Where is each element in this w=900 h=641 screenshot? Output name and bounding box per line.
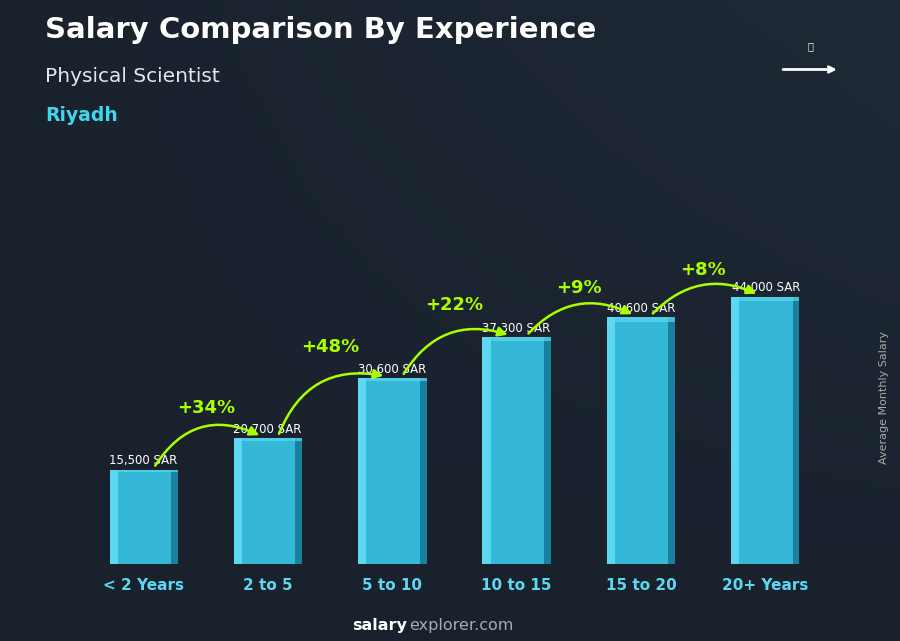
Bar [731,297,799,564]
Bar [793,297,799,564]
Text: salary: salary [352,619,407,633]
FancyArrowPatch shape [528,303,630,333]
Bar [419,378,427,564]
Bar [482,337,551,342]
FancyArrowPatch shape [155,425,256,466]
Text: 30,600 SAR: 30,600 SAR [357,363,426,376]
Bar [110,470,178,472]
Text: Riyadh: Riyadh [45,106,118,125]
Bar [171,470,178,564]
Bar [234,438,302,564]
Text: 40,600 SAR: 40,600 SAR [608,302,676,315]
Bar [607,317,675,564]
Text: 15,500 SAR: 15,500 SAR [109,454,177,467]
Bar [482,337,551,564]
Bar [234,438,242,564]
Text: 20,700 SAR: 20,700 SAR [233,423,302,436]
Bar [544,337,551,564]
FancyArrowPatch shape [404,328,505,374]
Bar [358,378,366,564]
Bar [669,317,675,564]
FancyArrowPatch shape [652,284,754,313]
FancyArrowPatch shape [279,370,381,434]
Text: +8%: +8% [680,260,726,279]
Bar [295,438,302,564]
Text: Average Monthly Salary: Average Monthly Salary [878,331,889,464]
Bar [110,470,118,564]
Text: +9%: +9% [556,279,601,297]
Text: ﷽: ﷽ [807,41,813,51]
Text: +34%: +34% [177,399,235,417]
Bar [607,317,675,322]
Text: 37,300 SAR: 37,300 SAR [482,322,550,335]
Text: 44,000 SAR: 44,000 SAR [732,281,800,294]
Text: +48%: +48% [302,338,359,356]
Bar [358,378,427,564]
Bar [731,297,739,564]
Text: Salary Comparison By Experience: Salary Comparison By Experience [45,16,596,44]
Bar [607,317,615,564]
Bar [731,297,799,301]
Text: +22%: +22% [426,296,483,315]
Text: Physical Scientist: Physical Scientist [45,67,220,87]
Bar [482,337,491,564]
Text: explorer.com: explorer.com [410,619,514,633]
Bar [234,438,302,440]
Bar [358,378,427,381]
Bar [110,470,178,564]
